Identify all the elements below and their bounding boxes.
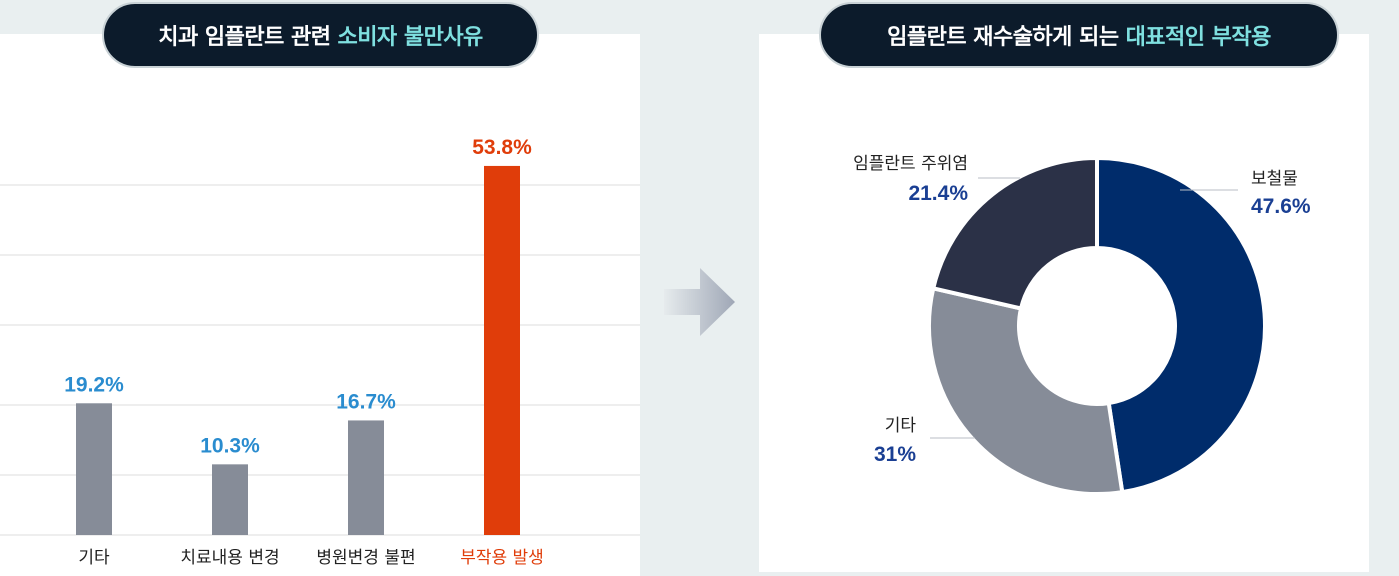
bar-value-label: 10.3%: [200, 434, 260, 457]
donut-slice: [930, 155, 1099, 311]
bar: [212, 464, 248, 535]
bar-chart-title-text: 치과 임플란트 관련: [158, 25, 331, 50]
bar: [348, 420, 384, 535]
bar-value-label: 19.2%: [64, 373, 124, 396]
donut-chart-title-highlight: 대표적인 부작용: [1125, 25, 1272, 50]
bar-chart-title: 치과 임플란트 관련 소비자 불만사유: [102, 2, 539, 68]
category-label: 기타: [78, 548, 110, 568]
category-label: 치료내용 변경: [180, 548, 279, 568]
slice-label: 임플란트 주위염: [853, 154, 968, 174]
donut-chart-title-text: 임플란트 재수술하게 되는: [887, 25, 1119, 50]
slice-value-label: 47.6%: [1251, 195, 1311, 218]
donut-slice: [1095, 155, 1267, 495]
donut-slice: [927, 285, 1125, 496]
slice-value-label: 31%: [874, 443, 916, 466]
bar-value-label: 16.7%: [336, 390, 396, 413]
bar: [76, 403, 112, 535]
bar-chart-title-highlight: 소비자 불만사유: [337, 25, 483, 50]
bar-value-label: 53.8%: [472, 136, 532, 159]
category-label: 부작용 발생: [460, 548, 544, 568]
category-label: 병원변경 불편: [316, 548, 415, 568]
bar: [484, 165, 520, 535]
right-arrow-icon: [664, 268, 735, 336]
slice-value-label: 21.4%: [908, 182, 968, 205]
slice-label: 보철물: [1251, 169, 1298, 189]
slice-label: 기타: [885, 416, 917, 436]
donut-chart-title: 임플란트 재수술하게 되는 대표적인 부작용: [819, 2, 1339, 68]
